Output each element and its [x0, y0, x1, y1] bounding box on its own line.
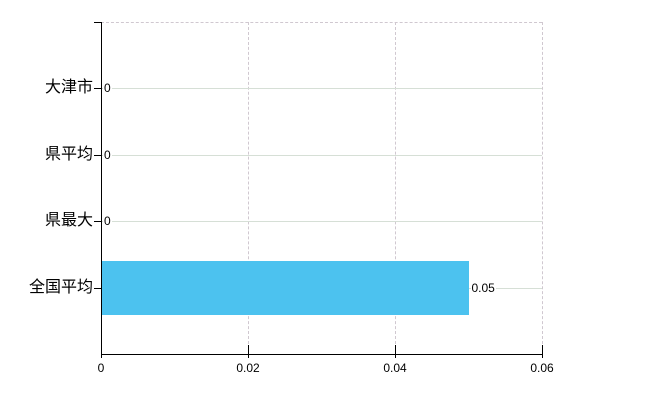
bar-value-label-0: 0	[103, 80, 112, 97]
bar-value-label-3: 0.05	[470, 279, 496, 296]
y-axis-tick-4	[94, 287, 101, 289]
x-axis-tick-label-0: 0	[97, 361, 105, 375]
y-axis-label-0: 大津市	[44, 79, 93, 97]
v-gridline-2	[395, 22, 396, 354]
v-gridline-1	[248, 22, 249, 354]
bar-value-label-2: 0	[103, 213, 112, 230]
x-axis-tick-0	[101, 345, 102, 358]
y-axis-label-1: 県平均	[44, 145, 93, 163]
x-axis-tick-1	[248, 345, 249, 358]
x-axis-tick-label-2: 0.04	[383, 361, 407, 375]
y-axis-tick-0	[94, 22, 101, 23]
y-axis-label-3: 全国平均	[28, 278, 93, 296]
h-gridline-1	[101, 154, 542, 156]
y-axis-tick-2	[94, 154, 101, 156]
y-axis-line	[101, 22, 102, 355]
y-axis-tick-1	[94, 88, 101, 90]
h-gridline-0	[101, 88, 542, 90]
x-axis-tick-label-3: 0.06	[530, 361, 554, 375]
x-axis-tick-2	[395, 345, 396, 358]
y-axis-tick-3	[94, 221, 101, 223]
x-axis-tick-3	[542, 345, 543, 358]
v-gridline-3	[542, 22, 543, 354]
plot-top-border	[101, 22, 542, 23]
bar-value-label-1: 0	[103, 146, 112, 163]
bar-3[interactable]	[102, 260, 469, 315]
y-axis-label-2: 県最大	[44, 212, 93, 230]
x-axis-line	[101, 354, 543, 355]
h-gridline-2	[101, 221, 542, 223]
x-axis-tick-label-1: 0.02	[236, 361, 260, 375]
